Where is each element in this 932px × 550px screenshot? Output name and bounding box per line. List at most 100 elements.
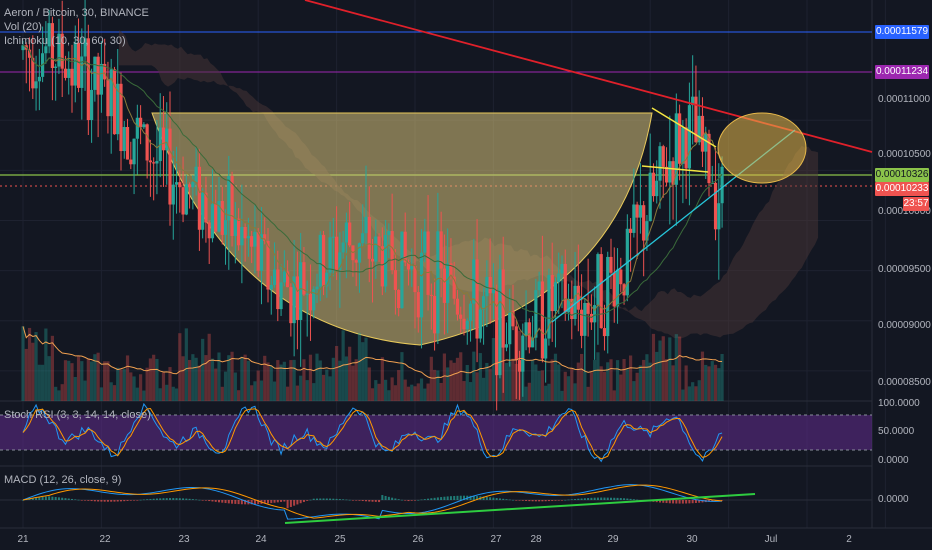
macd-hist-bar [182,498,185,500]
macd-hist-bar [414,500,416,501]
time-tick: 21 [17,534,29,545]
candle-body [576,285,580,310]
macd-hist-bar [541,500,544,502]
macd-hist-bar [623,498,626,500]
candle-body [168,128,172,205]
candle-body [599,254,603,329]
volume-bar [380,357,384,401]
volume-bar [272,381,277,401]
macd-hist-bar [299,500,302,504]
candle-body [501,269,505,348]
macd-hist-bar [675,500,678,504]
time-tick: 23 [178,534,190,545]
volume-bar [531,360,535,401]
volume-bar [521,360,525,401]
candle-body [129,159,133,165]
macd-hist-bar [691,500,694,504]
volume-bar [354,359,358,401]
flag-upper-line[interactable] [651,107,717,148]
candle-body [83,38,87,57]
candle-body [308,293,313,311]
candle-body [145,124,149,161]
candle-body [550,275,554,312]
candle-body [266,240,270,290]
time-tick: 2 [846,534,852,545]
volume-bar [191,354,195,401]
candle-body [514,326,518,361]
candle-body [34,81,38,89]
macd-hist-bar [600,497,603,500]
volume-bar [697,380,701,401]
candle-body [544,338,548,359]
stoch-band [0,415,872,450]
macd-divergence-line[interactable] [284,493,756,524]
volume-bar [449,360,453,401]
volume-bar [367,367,371,401]
candle-body [635,204,639,218]
volume-bar [498,347,502,401]
volume-bar [302,359,306,401]
macd-hist-bar [155,498,158,500]
volume-bar [377,383,381,401]
macd-hist-bar [554,500,557,501]
candle-body [658,146,662,181]
candle-body [103,63,107,80]
candle-body [318,234,322,287]
macd-hist-bar [368,500,371,502]
time-tick: 26 [412,534,424,545]
macd-hist-bar [577,498,580,500]
macd-hist-bar [335,498,338,500]
candle-body [397,289,401,309]
macd-hist-bar [77,499,80,501]
candle-body [67,68,71,78]
macd-hist-bar [342,499,345,500]
candle-body [174,182,179,185]
volume-bar [446,367,450,401]
volume-bar [694,386,698,401]
candle-body [710,182,714,184]
legend-symbol[interactable]: Aeron / Bitcoin, 30, BINANCE [4,7,149,19]
macd-label[interactable]: MACD (12, 26, close, 9) [4,474,122,486]
macd-hist-bar [515,500,518,501]
volume-bar [263,355,267,401]
volume-bar [452,362,456,401]
volume-bar [472,351,476,401]
macd-hist-bar [472,495,475,500]
volume-bar [459,352,463,401]
macd-hist-bar [204,500,207,501]
macd-hist-bar [662,500,665,503]
volume-bar [713,364,718,401]
candle-body [282,271,286,283]
macd-hist-bar [64,498,67,500]
volume-bar [465,365,469,401]
candle-body [220,201,224,235]
candle-body [57,33,61,67]
volume-bar [318,360,322,401]
macd-hist-bar [162,498,165,500]
volume-bar [237,390,241,401]
legend-volume[interactable]: Vol (20) [4,21,42,33]
candle-body [116,83,120,135]
macd-hist-bar [606,497,609,500]
macd-hist-bar [613,497,616,500]
volume-bar [155,358,159,401]
time-tick: 28 [530,534,542,545]
flag-lower-line[interactable] [641,165,709,173]
candle-body [521,335,525,372]
stoch-rsi-label[interactable]: Stoch RSI (3, 3, 14, 14, close) [4,409,151,421]
macd-hist-bar [169,498,171,500]
candle-body [132,138,136,165]
candle-body [511,311,515,327]
legend-ichimoku[interactable]: Ichimoku (10, 30, 60, 30) [4,35,126,47]
candle-body [279,282,283,310]
target-circle[interactable] [717,112,807,184]
candle-body [426,231,430,295]
macd-hist-bar [191,499,194,500]
macd-hist-bar [547,500,550,502]
volume-bar [433,369,437,401]
candle-body [338,252,342,271]
volume-bar [168,367,172,401]
candle-body [370,258,375,262]
macd-hist-bar [580,498,583,500]
